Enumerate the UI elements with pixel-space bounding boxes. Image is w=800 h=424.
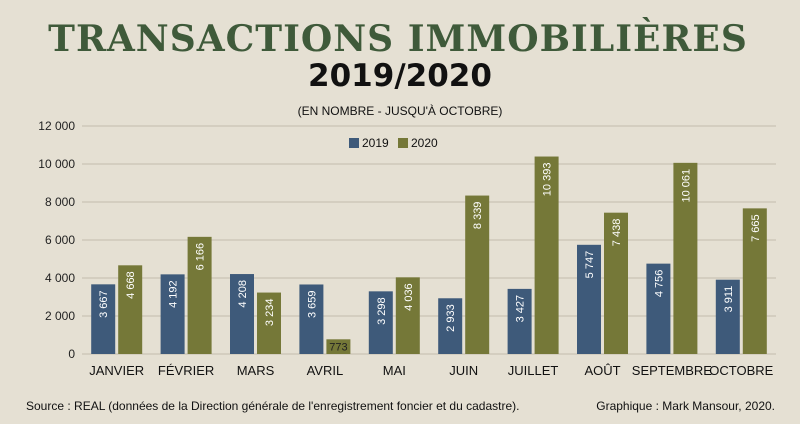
bar-2020-2	[187, 236, 212, 354]
bar-value-label: 10 061	[680, 169, 692, 203]
y-tick-label: 0	[68, 347, 75, 361]
legend: 2019 2020	[349, 136, 438, 150]
gridlines	[82, 125, 776, 355]
y-tick-label: 2 000	[45, 309, 75, 323]
chart-title-years: 2019/2020	[308, 58, 492, 94]
bar-2019-7	[507, 288, 532, 354]
bars: 3 667 4 668 4 192 6 166 4 208 3 234 3 659 773 3 …	[91, 156, 767, 354]
legend-label-2020: 2020	[411, 136, 438, 150]
y-tick-label: 4 000	[45, 271, 75, 285]
x-tick-label: FÉVRIER	[158, 363, 214, 378]
y-tick-label: 12 000	[38, 119, 75, 133]
bar-2019-8	[577, 244, 601, 354]
bar-2020-3	[257, 292, 281, 354]
bar-2020-7	[534, 156, 559, 354]
bar-2020-9	[673, 162, 698, 354]
y-tick-label: 8 000	[45, 195, 75, 209]
y-tick-label: 6 000	[45, 233, 75, 247]
bar-value-label: 3 911	[723, 286, 735, 313]
bar-2020-8	[604, 212, 628, 354]
bar-2020-6	[465, 195, 490, 354]
bar-2020-10	[742, 208, 767, 354]
y-tick-label: 10 000	[38, 157, 75, 171]
bar-value-label: 10 393	[542, 163, 554, 197]
bar-value-label: 7 665	[750, 214, 762, 242]
bar-2019-3	[230, 274, 254, 354]
legend-swatch-2020	[398, 138, 408, 148]
x-tick-label: MAI	[383, 363, 406, 378]
bar-2019-9	[646, 263, 671, 354]
bar-value-label: 7 438	[611, 219, 623, 247]
bar-value-label: 773	[329, 342, 347, 354]
x-tick-label: MARS	[237, 363, 275, 378]
x-tick-label: SEPTEMBRE	[632, 363, 713, 378]
x-tick-label: JANVIER	[89, 363, 144, 378]
bar-2019-10	[715, 279, 740, 354]
bar-value-label: 3 298	[376, 297, 388, 325]
bar-2020-1	[118, 265, 143, 354]
x-tick-label: AVRIL	[307, 363, 344, 378]
bar-value-label: 4 192	[168, 280, 180, 308]
bar-value-label: 3 234	[264, 299, 276, 327]
bar-value-label: 3 427	[515, 295, 527, 323]
x-tick-label: JUILLET	[508, 363, 559, 378]
legend-swatch-2019	[349, 138, 359, 148]
legend-label-2019: 2019	[362, 136, 389, 150]
bar-value-label: 4 668	[125, 271, 137, 299]
bar-2019-5	[368, 291, 393, 354]
y-axis-ticks: 0 2 000 4 000 6 000 8 000 10 000 12 000	[38, 119, 75, 361]
bar-value-label: 4 208	[237, 280, 249, 308]
source-note: Source : REAL (données de la Direction g…	[26, 399, 519, 413]
bar-value-label: 6 166	[195, 243, 207, 271]
x-axis-ticks: JANVIER FÉVRIER MARS AVRIL MAI JUIN JUILLET AOÛ…	[89, 363, 773, 378]
bar-value-label: 4 036	[403, 283, 415, 311]
bar-2020-4	[326, 339, 351, 354]
bar-value-label: 8 339	[472, 202, 484, 230]
chart-title: TRANSACTIONS IMMOBILIÈRES	[48, 18, 748, 60]
bar-2019-4	[299, 284, 324, 354]
bar-2020-5	[395, 277, 420, 354]
bar-value-label: 5 747	[584, 251, 596, 279]
bar-value-label: 3 659	[306, 290, 318, 318]
x-tick-label: AOÛT	[584, 363, 620, 378]
bar-2019-2	[160, 274, 185, 354]
x-tick-label: OCTOBRE	[709, 363, 773, 378]
x-tick-label: JUIN	[449, 363, 478, 378]
bar-2019-1	[91, 284, 116, 354]
credit-note: Graphique : Mark Mansour, 2020.	[596, 399, 775, 413]
bar-value-label: 3 667	[98, 290, 110, 318]
bar-value-label: 2 933	[445, 304, 457, 332]
chart-subtitle: (EN NOMBRE - JUSQU'À OCTOBRE)	[298, 103, 503, 118]
bar-value-label: 4 756	[653, 270, 665, 298]
bar-2019-6	[438, 298, 463, 354]
